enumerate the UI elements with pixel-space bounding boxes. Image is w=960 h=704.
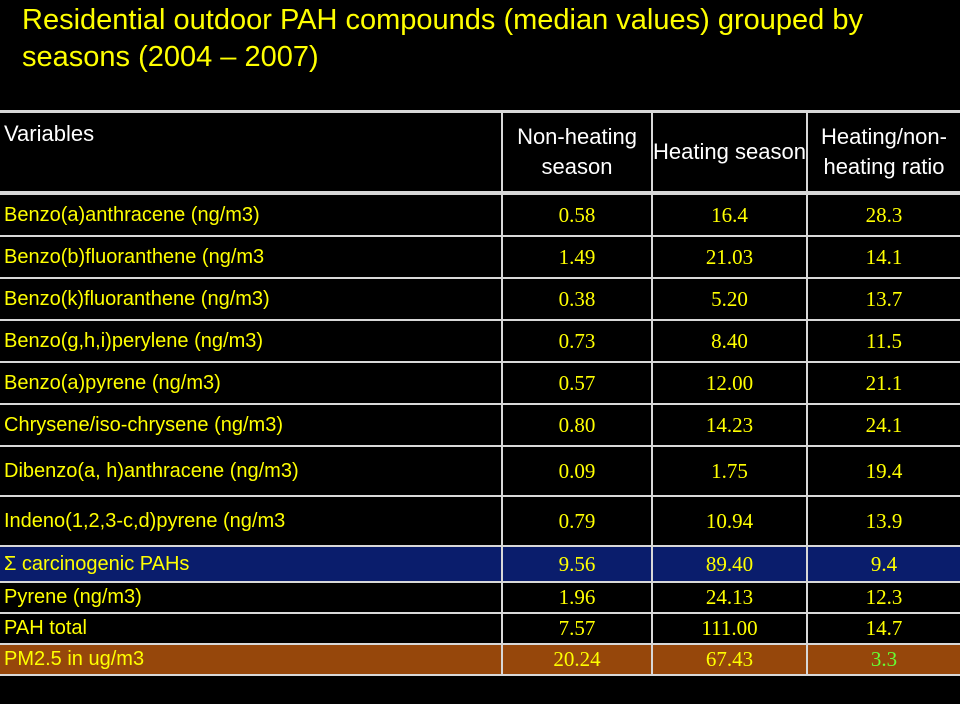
row-label: Benzo(a)anthracene (ng/m3) — [0, 193, 503, 237]
table-row-carcinogenic-total: Σ carcinogenic PAHs 9.56 89.40 9.4 — [0, 546, 960, 583]
table-row: Indeno(1,2,3-c,d)pyrene (ng/m3 0.79 10.9… — [0, 496, 960, 547]
ratio-value: 13.9 — [807, 496, 960, 547]
table-row: Benzo(b)fluoranthene (ng/m3 1.49 21.03 1… — [0, 236, 960, 279]
heating-value: 111.00 — [652, 613, 808, 645]
row-label: Σ carcinogenic PAHs — [0, 546, 503, 583]
row-label: PAH total — [0, 613, 503, 645]
row-label: Pyrene (ng/m3) — [0, 582, 503, 614]
ratio-value: 11.5 — [807, 320, 960, 363]
non-heating-value: 0.73 — [502, 320, 653, 363]
heating-value: 14.23 — [652, 404, 808, 447]
table-row: Pyrene (ng/m3) 1.96 24.13 12.3 — [0, 582, 960, 614]
non-heating-value: 0.58 — [502, 193, 653, 237]
header-ratio: Heating/non-heating ratio — [807, 111, 960, 195]
header-row: Variables Non-heating season Heating sea… — [0, 111, 960, 195]
non-heating-value: 0.38 — [502, 278, 653, 321]
non-heating-value: 0.57 — [502, 362, 653, 405]
ratio-value: 24.1 — [807, 404, 960, 447]
slide-title: Residential outdoor PAH compounds (media… — [22, 4, 863, 73]
non-heating-value: 1.96 — [502, 582, 653, 614]
row-label: PM2.5 in ug/m3 — [0, 644, 503, 676]
heating-value: 24.13 — [652, 582, 808, 614]
heating-value: 8.40 — [652, 320, 808, 363]
non-heating-value: 9.56 — [502, 546, 653, 583]
ratio-value: 3.3 — [807, 644, 960, 676]
ratio-value: 14.7 — [807, 613, 960, 645]
table-row: Chrysene/iso-chrysene (ng/m3) 0.80 14.23… — [0, 404, 960, 447]
ratio-value: 19.4 — [807, 446, 960, 497]
ratio-value: 13.7 — [807, 278, 960, 321]
non-heating-value: 0.09 — [502, 446, 653, 497]
ratio-value: 14.1 — [807, 236, 960, 279]
row-label: Dibenzo(a, h)anthracene (ng/m3) — [0, 446, 503, 497]
row-label: Benzo(b)fluoranthene (ng/m3 — [0, 236, 503, 279]
heating-value: 10.94 — [652, 496, 808, 547]
table-row: PAH total 7.57 111.00 14.7 — [0, 613, 960, 645]
header-variables: Variables — [0, 111, 503, 195]
header-heating: Heating season — [652, 111, 808, 195]
table-row: Dibenzo(a, h)anthracene (ng/m3) 0.09 1.7… — [0, 446, 960, 497]
row-label: Benzo(k)fluoranthene (ng/m3) — [0, 278, 503, 321]
row-label: Benzo(g,h,i)perylene (ng/m3) — [0, 320, 503, 363]
heating-value: 16.4 — [652, 193, 808, 237]
heating-value: 1.75 — [652, 446, 808, 497]
heating-value: 89.40 — [652, 546, 808, 583]
table-row: Benzo(a)pyrene (ng/m3) 0.57 12.00 21.1 — [0, 362, 960, 405]
row-label: Indeno(1,2,3-c,d)pyrene (ng/m3 — [0, 496, 503, 547]
non-heating-value: 0.80 — [502, 404, 653, 447]
table-row: Benzo(k)fluoranthene (ng/m3) 0.38 5.20 1… — [0, 278, 960, 321]
heating-value: 12.00 — [652, 362, 808, 405]
non-heating-value: 1.49 — [502, 236, 653, 279]
heating-value: 5.20 — [652, 278, 808, 321]
row-label: Benzo(a)pyrene (ng/m3) — [0, 362, 503, 405]
table-row: Benzo(a)anthracene (ng/m3) 0.58 16.4 28.… — [0, 193, 960, 237]
ratio-value: 21.1 — [807, 362, 960, 405]
pah-table: Variables Non-heating season Heating sea… — [0, 110, 960, 676]
ratio-value: 28.3 — [807, 193, 960, 237]
table-row-pm25: PM2.5 in ug/m3 20.24 67.43 3.3 — [0, 644, 960, 676]
heating-value: 21.03 — [652, 236, 808, 279]
ratio-value: 12.3 — [807, 582, 960, 614]
non-heating-value: 7.57 — [502, 613, 653, 645]
table-row: Benzo(g,h,i)perylene (ng/m3) 0.73 8.40 1… — [0, 320, 960, 363]
non-heating-value: 20.24 — [502, 644, 653, 676]
row-label: Chrysene/iso-chrysene (ng/m3) — [0, 404, 503, 447]
ratio-value: 9.4 — [807, 546, 960, 583]
heating-value: 67.43 — [652, 644, 808, 676]
non-heating-value: 0.79 — [502, 496, 653, 547]
header-non-heating: Non-heating season — [502, 111, 653, 195]
